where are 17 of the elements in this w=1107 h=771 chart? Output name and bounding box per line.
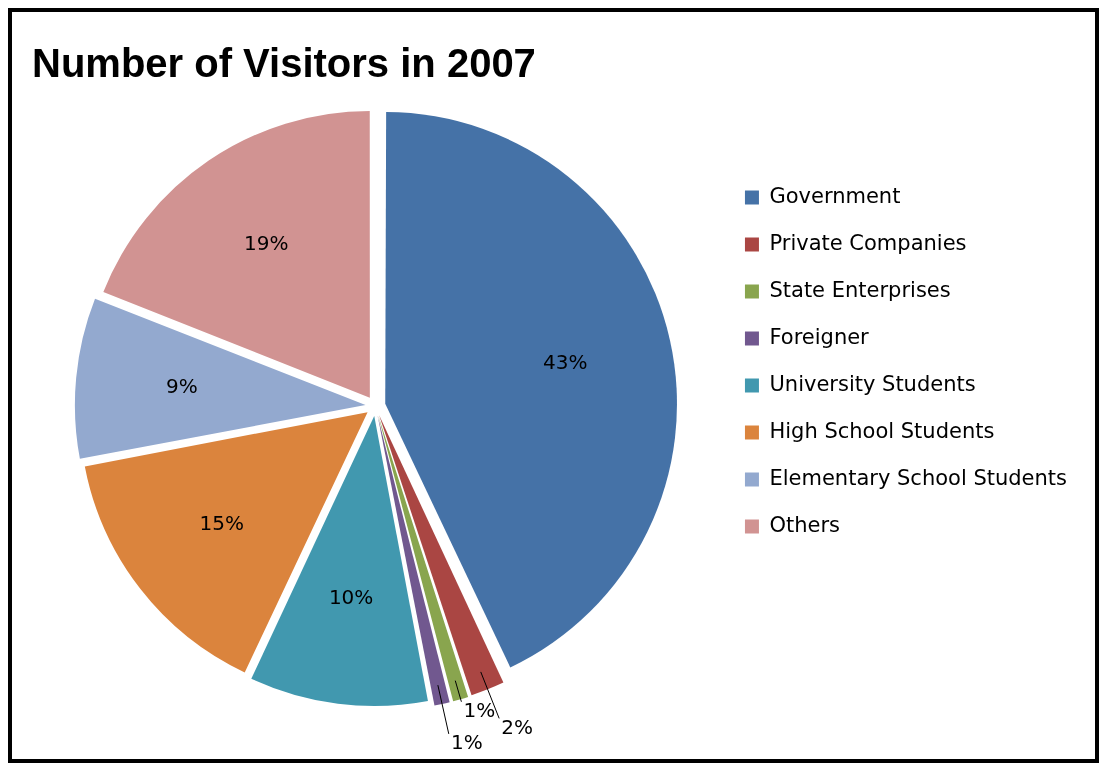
data-label: 1% (450, 730, 483, 755)
legend-label: Private Companies (769, 230, 967, 255)
data-label: 19% (243, 231, 289, 256)
legend-label: Others (769, 512, 841, 537)
data-label: 43% (543, 349, 588, 374)
legend-label: University Students (769, 371, 976, 396)
data-label: 10% (328, 585, 374, 610)
legend-label: High School Students (769, 418, 995, 443)
chart-title: Number of Visitors in 2007 (32, 41, 536, 86)
legend-label: Elementary School Students (769, 465, 1068, 490)
data-label: 2% (501, 714, 534, 739)
legend-label: Foreigner (769, 324, 870, 349)
data-label: 9% (165, 373, 198, 398)
legend-label: Government (769, 183, 901, 208)
data-label: 15% (199, 511, 245, 536)
data-label: 1% (463, 697, 496, 722)
legend-label: State Enterprises (769, 277, 951, 302)
